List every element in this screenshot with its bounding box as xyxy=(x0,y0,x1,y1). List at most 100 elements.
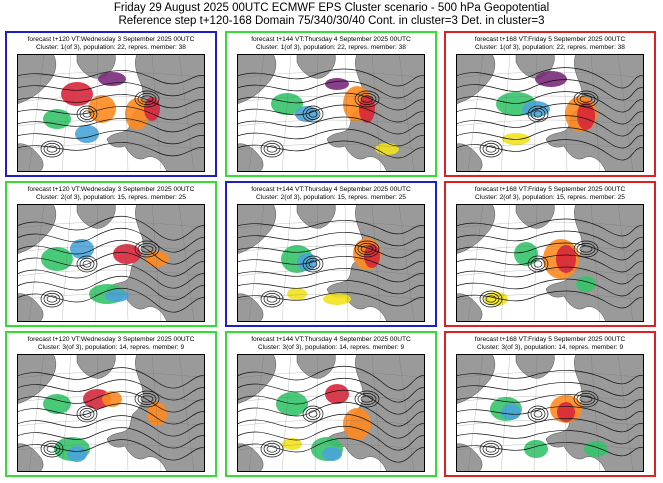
latitude-line xyxy=(17,221,205,229)
longitude-line xyxy=(248,354,265,472)
closed-contour xyxy=(134,240,160,258)
contour-line xyxy=(237,268,425,283)
anomaly-blob xyxy=(43,394,71,414)
contour-line xyxy=(237,92,425,111)
contour-line xyxy=(17,379,205,401)
closed-contour xyxy=(134,90,160,108)
closed-contour xyxy=(40,140,64,158)
contour-line xyxy=(456,91,644,113)
contour-line xyxy=(456,139,644,161)
panel-cluster-caption: Cluster: 1(of 3), population: 22, repres… xyxy=(36,44,186,51)
latitude-line xyxy=(456,143,644,151)
panel-forecast-caption: forecast t+144 VT:Thursday 4 September 2… xyxy=(251,186,411,193)
graticule xyxy=(456,54,644,172)
longitude-line xyxy=(124,354,129,472)
anomaly-blob xyxy=(282,438,302,450)
map-border xyxy=(237,54,425,172)
latitude-line xyxy=(237,269,425,277)
longitude-line xyxy=(314,204,319,322)
closed-contour xyxy=(140,395,154,403)
anomaly-blob xyxy=(502,133,530,145)
latitude-line xyxy=(456,293,644,301)
longitude-line xyxy=(533,354,538,472)
latitude-line xyxy=(237,143,425,151)
contour-line xyxy=(456,242,644,261)
panel-forecast-caption: forecast t+168 VT:Friday 5 September 202… xyxy=(474,186,626,193)
closed-contour xyxy=(76,255,98,273)
closed-contour xyxy=(266,145,278,153)
cluster-panel: forecast t+144 VT:Thursday 4 September 2… xyxy=(225,331,437,477)
closed-contour xyxy=(533,410,543,418)
closed-contour xyxy=(533,110,543,118)
anomaly-blob xyxy=(524,440,548,458)
contour-line xyxy=(17,130,205,145)
contour-line xyxy=(237,128,425,147)
panel-cluster-caption: Cluster: 3(of 3), population: 14, repres… xyxy=(476,344,624,351)
latitude-line xyxy=(17,71,205,79)
anomaly-blob xyxy=(501,404,521,420)
anomaly-shading xyxy=(276,384,371,461)
contour-line xyxy=(237,366,425,391)
contour-line xyxy=(17,251,205,277)
closed-contour xyxy=(302,255,324,273)
closed-contour xyxy=(360,245,374,253)
closed-contour xyxy=(357,243,377,255)
latitude-line xyxy=(456,71,644,79)
longitude-line xyxy=(28,204,45,322)
latitude-line xyxy=(237,293,425,301)
longitude-line xyxy=(94,204,99,322)
longitude-line xyxy=(124,204,129,322)
closed-contour xyxy=(579,95,593,103)
anomaly-blob xyxy=(147,402,167,426)
latitude-line xyxy=(237,95,425,103)
geopotential-map xyxy=(237,204,425,322)
map-border xyxy=(456,54,644,172)
closed-contour xyxy=(579,395,593,403)
panel-forecast-caption: forecast t+144 VT:Thursday 4 September 2… xyxy=(251,36,411,43)
longitude-line xyxy=(314,354,319,472)
closed-contour xyxy=(485,445,497,453)
longitude-line xyxy=(178,54,195,172)
latitude-line xyxy=(237,395,425,403)
anomaly-blob xyxy=(323,293,351,305)
closed-contour xyxy=(260,440,284,458)
closed-contour xyxy=(43,293,61,305)
graticule xyxy=(456,204,644,322)
latitude-line xyxy=(17,143,205,151)
landmass xyxy=(296,54,336,79)
geopotential-map xyxy=(456,354,644,472)
panel-cluster-caption: Cluster: 3(of 3), population: 14, repres… xyxy=(37,344,185,351)
longitude-line xyxy=(61,354,72,472)
landmass xyxy=(545,204,644,322)
panel-cluster-caption: Cluster: 2(of 3), population: 15, repres… xyxy=(475,194,625,201)
contour-line xyxy=(237,220,425,235)
closed-contour xyxy=(79,408,95,420)
contour-line xyxy=(17,106,205,121)
closed-contour xyxy=(46,295,58,303)
latitude-line xyxy=(237,443,425,451)
longitude-line xyxy=(151,354,162,472)
anomaly-blob xyxy=(325,78,349,90)
closed-contour xyxy=(308,410,318,418)
longitude-line xyxy=(590,54,601,172)
closed-contour xyxy=(527,105,549,123)
longitude-line xyxy=(617,54,634,172)
panel-forecast-caption: forecast t+120 VT:Wednesday 3 September … xyxy=(27,36,195,43)
figure-title: Friday 29 August 2025 00UTC ECMWF EPS Cl… xyxy=(113,2,550,14)
map-border xyxy=(17,54,205,172)
geopotential-map xyxy=(17,54,205,172)
panel-cluster-caption: Cluster: 3(of 3), population: 14, repres… xyxy=(257,344,405,351)
longitude-line xyxy=(344,354,349,472)
closed-contour xyxy=(79,108,95,120)
closed-contour xyxy=(263,143,281,155)
closed-contour xyxy=(305,258,321,270)
landmass xyxy=(515,204,555,229)
closed-contour xyxy=(357,393,377,405)
cluster-panel: forecast t+120 VT:Wednesday 3 September … xyxy=(5,181,217,327)
closed-contour xyxy=(137,393,157,405)
longitude-line xyxy=(61,54,72,172)
closed-contour xyxy=(140,245,154,253)
cluster-panel: forecast t+120 VT:Wednesday 3 September … xyxy=(5,31,217,177)
anomaly-blob xyxy=(557,402,575,422)
contour-line xyxy=(237,104,425,123)
